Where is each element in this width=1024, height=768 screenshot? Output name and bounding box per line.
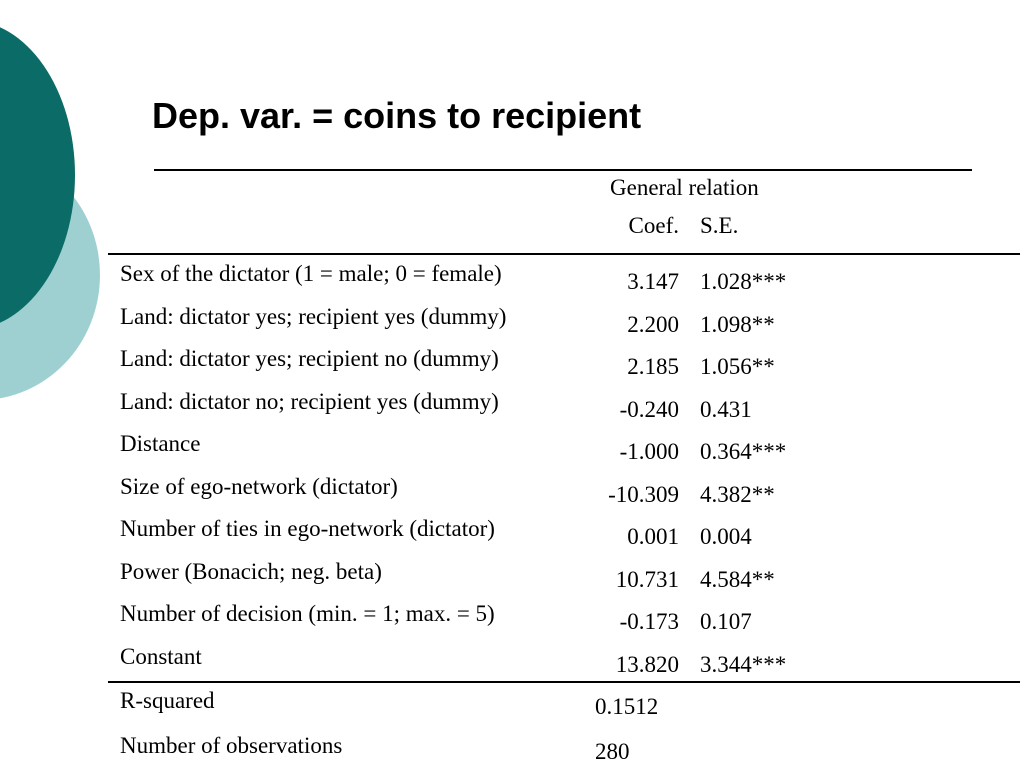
table-row: Power (Bonacich; neg. beta) 10.731 4.584**: [0, 558, 1024, 600]
row-se-value: 4.584**: [700, 566, 775, 592]
row-coef-value: 3.147: [627, 269, 679, 294]
row-se-value: 0.107: [700, 609, 752, 634]
stat-value: 0.1512: [595, 694, 659, 719]
row-label: Sex of the dictator (1 = male; 0 = femal…: [120, 261, 502, 286]
row-coef-value: -1.000: [619, 439, 679, 464]
row-label: Distance: [120, 431, 201, 456]
column-header-se: S.E.: [700, 213, 739, 238]
row-coef-value: 2.185: [627, 354, 679, 379]
row-label: Size of ego-network (dictator): [120, 473, 398, 499]
row-coef-value: -0.240: [619, 396, 679, 422]
row-se-value: 0.431: [700, 396, 752, 422]
row-coef-value: -10.309: [608, 481, 679, 507]
table-row: Distance -1.000 0.364***: [0, 430, 1024, 472]
table-row: Sex of the dictator (1 = male; 0 = femal…: [0, 260, 1024, 302]
row-label: Power (Bonacich; neg. beta): [120, 558, 382, 584]
row-se-value: 1.098**: [700, 311, 775, 337]
row-coef-value: -0.173: [619, 609, 679, 634]
row-se-value: 1.028***: [700, 269, 787, 294]
row-coef-value: 10.731: [615, 566, 679, 592]
stat-label: Number of observations: [120, 733, 343, 758]
table-top-rule: [154, 169, 972, 171]
table-row: Number of ties in ego-network (dictator)…: [0, 515, 1024, 557]
stat-row: Number of observations 280: [0, 732, 1024, 768]
table-row: Number of decision (min. = 1; max. = 5) -…: [0, 600, 1024, 642]
stat-value: 280: [595, 739, 630, 764]
slide-title: Dep. var. = coins to recipient: [152, 95, 642, 136]
row-coef-value: 0.001: [627, 524, 679, 549]
table-row: Constant 13.820 3.344***: [0, 643, 1024, 685]
row-coef-value: 13.820: [615, 651, 679, 677]
table-header-rule: [108, 253, 1020, 255]
row-se-value: 4.382**: [700, 481, 775, 507]
column-group-header: General relation: [610, 175, 759, 200]
row-coef-value: 2.200: [627, 311, 679, 337]
table-row: Land: dictator no; recipient yes (dummy)…: [0, 388, 1024, 430]
column-header-coef: Coef.: [628, 213, 679, 238]
stat-label: R-squared: [120, 688, 215, 713]
row-label: Land: dictator yes; recipient yes (dummy…: [120, 303, 507, 329]
row-label: Number of ties in ego-network (dictator): [120, 516, 495, 541]
stat-row: R-squared 0.1512: [0, 687, 1024, 729]
table-row: Size of ego-network (dictator) -10.309 4.3…: [0, 473, 1024, 515]
row-se-value: 0.004: [700, 524, 752, 549]
row-label: Number of decision (min. = 1; max. = 5): [120, 601, 495, 626]
row-se-value: 1.056**: [700, 354, 775, 379]
row-se-value: 0.364***: [700, 439, 787, 464]
row-label: Constant: [120, 643, 202, 669]
table-row: Land: dictator yes; recipient yes (dummy…: [0, 303, 1024, 345]
row-label: Land: dictator yes; recipient no (dummy): [120, 346, 499, 371]
table-bottom-rule: [108, 681, 1020, 683]
row-label: Land: dictator no; recipient yes (dummy): [120, 388, 499, 414]
table-row: Land: dictator yes; recipient no (dummy)…: [0, 345, 1024, 387]
row-se-value: 3.344***: [700, 651, 787, 677]
